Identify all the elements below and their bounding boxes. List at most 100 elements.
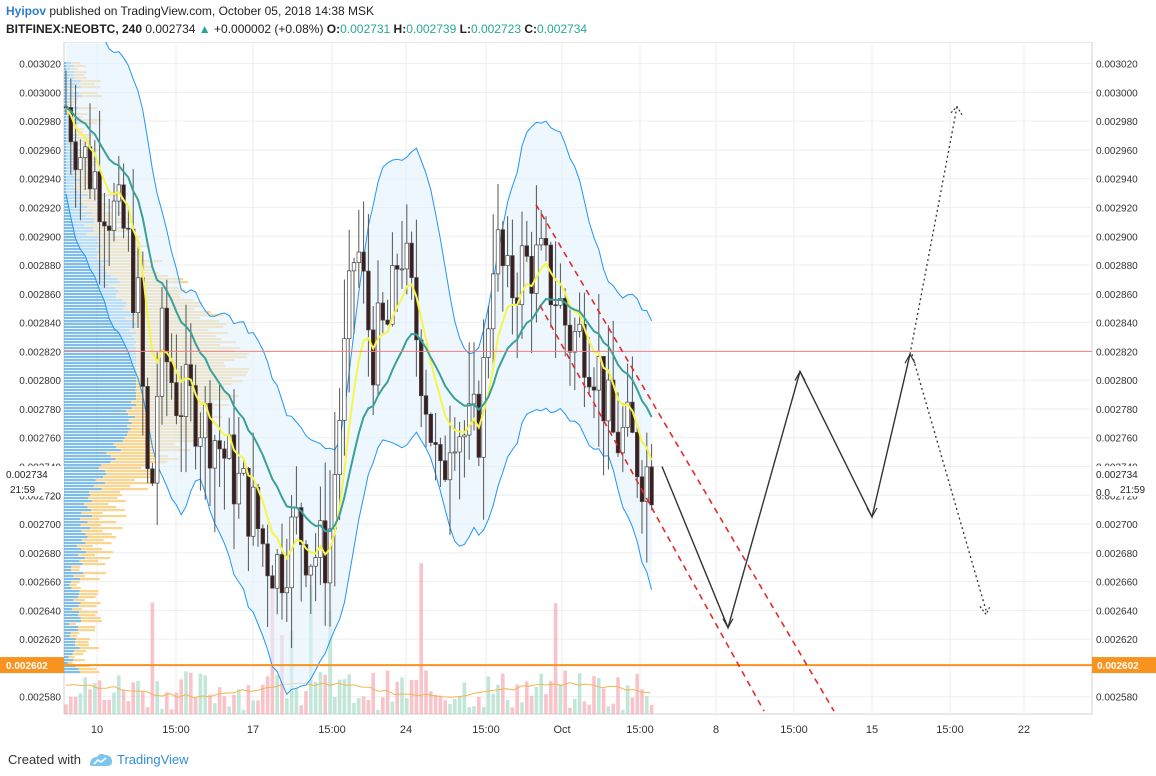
candle-body <box>241 468 246 474</box>
tradingview-brand[interactable]: TradingView <box>117 752 189 767</box>
y-tick-label-left: 0.002800 <box>19 376 61 387</box>
y-tick-label-left: 0.002680 <box>19 549 61 560</box>
y-tick-label-left: 0.002900 <box>19 232 61 243</box>
y-tick-label-right: 0.002640 <box>1096 606 1138 617</box>
x-tick-label: 22 <box>1018 724 1030 736</box>
volume-bar <box>169 709 174 714</box>
volume-bar <box>285 698 289 714</box>
profile-bar-blue <box>64 464 102 467</box>
candle-body <box>279 554 285 594</box>
dotted-arrow-down <box>979 606 991 616</box>
profile-bar-blue <box>64 254 97 257</box>
profile-bar-blue <box>64 587 72 590</box>
profile-bar-blue <box>64 431 129 434</box>
horizontal-levels[interactable] <box>64 350 1092 667</box>
candle-body <box>443 460 448 481</box>
volume-bar <box>261 684 265 714</box>
profile-bar-orange <box>75 665 90 668</box>
volume-bar <box>213 703 217 714</box>
profile-bar-blue <box>64 500 92 503</box>
volume-bar <box>563 670 567 714</box>
price-chart[interactable]: 0.003020 0.003020 0.003000 0.003000 0.002980… <box>0 42 1156 746</box>
y-tick-label-left: 0.003000 <box>19 88 61 99</box>
profile-bar-blue <box>64 608 72 611</box>
profile-bar-orange <box>79 590 99 593</box>
candle-body <box>577 323 582 332</box>
volume-bar <box>616 677 620 714</box>
author-name[interactable]: Hyipov <box>6 4 47 18</box>
volume-bar <box>93 683 97 714</box>
x-tick-label: 15:00 <box>626 724 654 736</box>
y-tick-label-right: 0.002960 <box>1096 146 1138 157</box>
candle-body <box>303 544 309 576</box>
candle-body <box>433 442 438 445</box>
x-tick-label: 8 <box>713 724 719 736</box>
low-label: L: <box>459 22 471 36</box>
profile-bar-blue <box>64 476 104 479</box>
profile-bar-blue <box>64 521 88 524</box>
volume-bar <box>299 705 303 714</box>
volume-bar <box>429 691 433 714</box>
candle-body <box>534 244 539 294</box>
profile-bar-orange <box>81 539 104 542</box>
y-tick-label-right: 0.002700 <box>1096 520 1138 531</box>
volume-bar <box>366 700 371 714</box>
last-price-tag-right <box>1093 466 1156 497</box>
volume-bar <box>294 687 299 714</box>
x-tick-label: 17 <box>247 724 259 736</box>
volume-bar <box>467 707 471 714</box>
candle-body <box>87 146 93 190</box>
drawings[interactable] <box>535 105 991 712</box>
profile-bar-blue <box>64 263 102 266</box>
profile-bar-orange <box>75 638 90 641</box>
candle-body <box>337 420 342 475</box>
channel-lower-line <box>539 304 765 712</box>
volume-bar <box>496 684 500 714</box>
candle-body <box>495 229 501 275</box>
y-tick-label-right: 0.002660 <box>1096 578 1138 589</box>
profile-bar-orange <box>68 656 75 659</box>
open-value: 0.002731 <box>340 22 391 36</box>
candle-body <box>97 171 102 223</box>
profile-bar-blue <box>64 614 79 617</box>
volume-bar <box>251 700 255 714</box>
y-tick-label-right: 0.002880 <box>1096 261 1138 272</box>
profile-bar-orange <box>101 464 147 467</box>
candle-body <box>351 262 357 272</box>
profile-bar-blue <box>64 467 99 470</box>
profile-bar-blue <box>64 656 69 659</box>
profile-bar-orange <box>71 608 82 611</box>
profile-bar-blue <box>64 563 83 566</box>
volume-bar <box>477 696 481 714</box>
candle-body <box>284 587 289 594</box>
profile-bar-blue <box>64 284 109 287</box>
profile-bar-blue <box>64 389 136 392</box>
tradingview-logo-icon[interactable] <box>88 751 114 769</box>
candle-body <box>231 434 237 505</box>
y-tick-label-left: 0.002980 <box>19 117 61 128</box>
profile-bar-blue <box>64 542 86 545</box>
profile-bar-blue <box>64 308 123 311</box>
profile-bar-blue <box>64 278 118 281</box>
volume-bar <box>601 688 606 714</box>
profile-bar-orange <box>82 563 106 566</box>
up-arrow-icon: ▲ <box>198 22 211 36</box>
profile-bar-orange <box>80 602 101 605</box>
candle-body <box>107 225 112 231</box>
candle-body <box>539 238 544 246</box>
candle-body <box>395 265 400 270</box>
candle-body <box>423 395 429 415</box>
profile-bar-orange <box>106 452 159 455</box>
profile-bar-blue <box>64 299 123 302</box>
profile-bar-blue <box>64 455 111 458</box>
profile-bar-blue <box>64 386 136 389</box>
x-tick-label: 24 <box>400 724 412 736</box>
volume-bar <box>529 695 534 714</box>
profile-bar-blue <box>64 368 136 371</box>
profile-bar-blue <box>64 569 71 572</box>
profile-bar-orange <box>95 479 135 482</box>
volume-bar <box>203 675 207 714</box>
profile-bar-orange <box>90 527 123 530</box>
candle-body <box>615 431 621 454</box>
volume-bar <box>131 682 135 714</box>
